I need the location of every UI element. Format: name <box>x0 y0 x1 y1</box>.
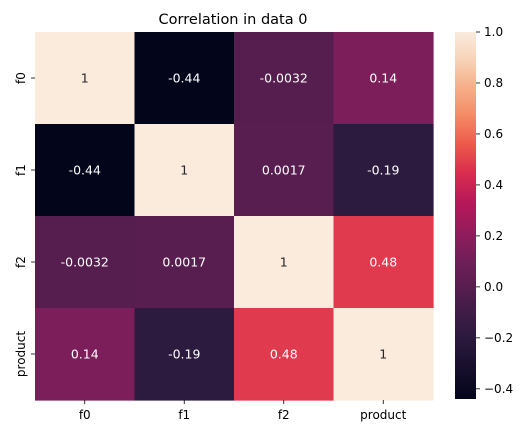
cell-value-label: -0.44 <box>69 163 101 178</box>
y-axis: f0 f1 f2 product <box>14 72 35 377</box>
cell-value-label: 0.48 <box>369 255 397 270</box>
heatmap-cell <box>134 308 235 401</box>
colorbar-tick-label: 1.0 <box>484 25 503 39</box>
cell-value-label: 0.14 <box>369 71 397 86</box>
heatmap-cell <box>35 308 136 401</box>
x-tick-label: f0 <box>79 408 91 422</box>
heatmap-cell <box>35 32 136 125</box>
heatmap-cell <box>234 32 335 125</box>
heatmap-cell <box>234 308 335 401</box>
colorbar <box>455 32 476 399</box>
heatmap-cell <box>333 216 434 309</box>
cell-value-label: 0.14 <box>71 347 99 362</box>
x-axis: f0 f1 f2 product <box>79 400 407 422</box>
heatmap-cell <box>35 216 136 309</box>
cell-value-label: 0.48 <box>270 347 298 362</box>
cell-value-label: 0.0017 <box>162 255 206 270</box>
cell-value-label: 1 <box>280 255 288 270</box>
cell-value-label: 1 <box>379 347 387 362</box>
colorbar-tick-label: 0.6 <box>484 127 503 141</box>
cell-value-label: -0.0032 <box>260 71 308 86</box>
colorbar-tick-label: 0.8 <box>484 76 503 90</box>
colorbar-tick-label: 0.4 <box>484 178 503 192</box>
colorbar-tick-label: 0.2 <box>484 229 503 243</box>
y-tick-label: f0 <box>14 72 28 84</box>
heatmap-cell <box>234 216 335 309</box>
x-tick-label: f2 <box>278 408 290 422</box>
colorbar-ticks: 1.0 0.8 0.6 0.4 0.2 0.0 −0.2 −0.4 <box>476 25 513 396</box>
cell-value-label: 1 <box>81 71 89 86</box>
cell-value-label: -0.19 <box>168 347 200 362</box>
heatmap-annotations: 1 -0.44 -0.0032 0.14 -0.44 1 0.0017 -0.19 -0.003… <box>61 71 400 362</box>
cell-value-label: -0.44 <box>168 71 200 86</box>
colorbar-tick-label: 0.0 <box>484 280 503 294</box>
heatmap-cell <box>134 216 235 309</box>
colorbar-tick-label: −0.4 <box>484 382 513 396</box>
heatmap-cell <box>134 32 235 125</box>
x-tick-label: product <box>360 408 406 422</box>
y-tick-label: f2 <box>14 256 28 268</box>
heatmap-cells <box>35 32 434 401</box>
heatmap-cell <box>333 32 434 125</box>
x-tick-label: f1 <box>178 408 190 422</box>
cell-value-label: 1 <box>180 163 188 178</box>
y-tick-label: product <box>14 331 28 377</box>
cell-value-label: -0.19 <box>367 163 399 178</box>
heatmap-cell <box>35 124 136 217</box>
heatmap-cell <box>234 124 335 217</box>
heatmap-cell <box>333 124 434 217</box>
cell-value-label: 0.0017 <box>262 163 306 178</box>
cell-value-label: -0.0032 <box>61 255 109 270</box>
heatmap-cell <box>134 124 235 217</box>
y-tick-label: f1 <box>14 164 28 176</box>
chart-title: Correlation in data 0 <box>159 12 308 28</box>
colorbar-tick-label: −0.2 <box>484 331 513 345</box>
heatmap-cell <box>333 308 434 401</box>
